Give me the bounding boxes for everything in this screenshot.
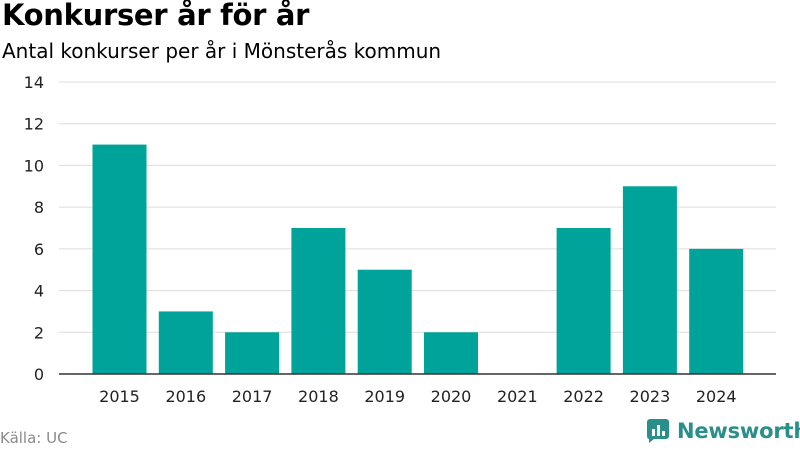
y-tick-label: 12 [24, 115, 44, 134]
y-tick-label: 4 [34, 282, 44, 301]
y-axis-ticks: 0 2 4 6 8 10 12 14 [24, 73, 44, 384]
bar-2023 [622, 186, 677, 374]
brand-name: Newsworthy [677, 419, 800, 443]
bars [92, 144, 744, 374]
x-tick-label: 2015 [99, 387, 140, 406]
newsworthy-logo-icon [646, 419, 669, 443]
x-tick-label: 2019 [364, 387, 405, 406]
bar-2022 [556, 228, 611, 374]
y-tick-label: 2 [34, 323, 44, 342]
y-tick-label: 6 [34, 240, 44, 259]
y-tick-label: 8 [34, 198, 44, 217]
bar-2016 [158, 311, 213, 374]
x-tick-label: 2018 [298, 387, 339, 406]
brand-logo: Newsworthy [645, 418, 800, 444]
y-tick-label: 0 [34, 365, 44, 384]
x-axis-ticks: 2015 2016 2017 2018 2019 2020 2021 2022 2023 2024 [99, 387, 736, 406]
bar-2019 [357, 269, 412, 374]
x-tick-label: 2017 [232, 387, 273, 406]
bar-2018 [291, 228, 346, 374]
source-note: Källa: UC [0, 429, 68, 447]
y-tick-label: 10 [24, 156, 44, 175]
bar-2024 [689, 248, 744, 374]
x-tick-label: 2021 [497, 387, 538, 406]
x-tick-label: 2022 [563, 387, 604, 406]
bar-2015 [92, 144, 147, 374]
chart-title: Konkurser år för år [2, 0, 310, 32]
bar-2020 [424, 332, 478, 374]
y-tick-label: 14 [24, 73, 44, 92]
x-tick-label: 2023 [630, 387, 671, 406]
x-tick-label: 2024 [696, 387, 737, 406]
bar-2017 [225, 332, 280, 374]
x-tick-label: 2020 [431, 387, 472, 406]
chart-subtitle: Antal konkurser per år i Mönsterås kommu… [2, 39, 442, 63]
x-tick-label: 2016 [165, 387, 206, 406]
